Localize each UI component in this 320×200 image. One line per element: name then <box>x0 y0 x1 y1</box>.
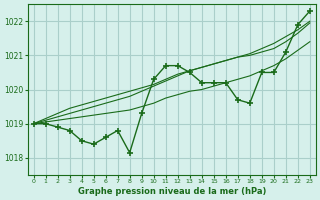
X-axis label: Graphe pression niveau de la mer (hPa): Graphe pression niveau de la mer (hPa) <box>77 187 266 196</box>
